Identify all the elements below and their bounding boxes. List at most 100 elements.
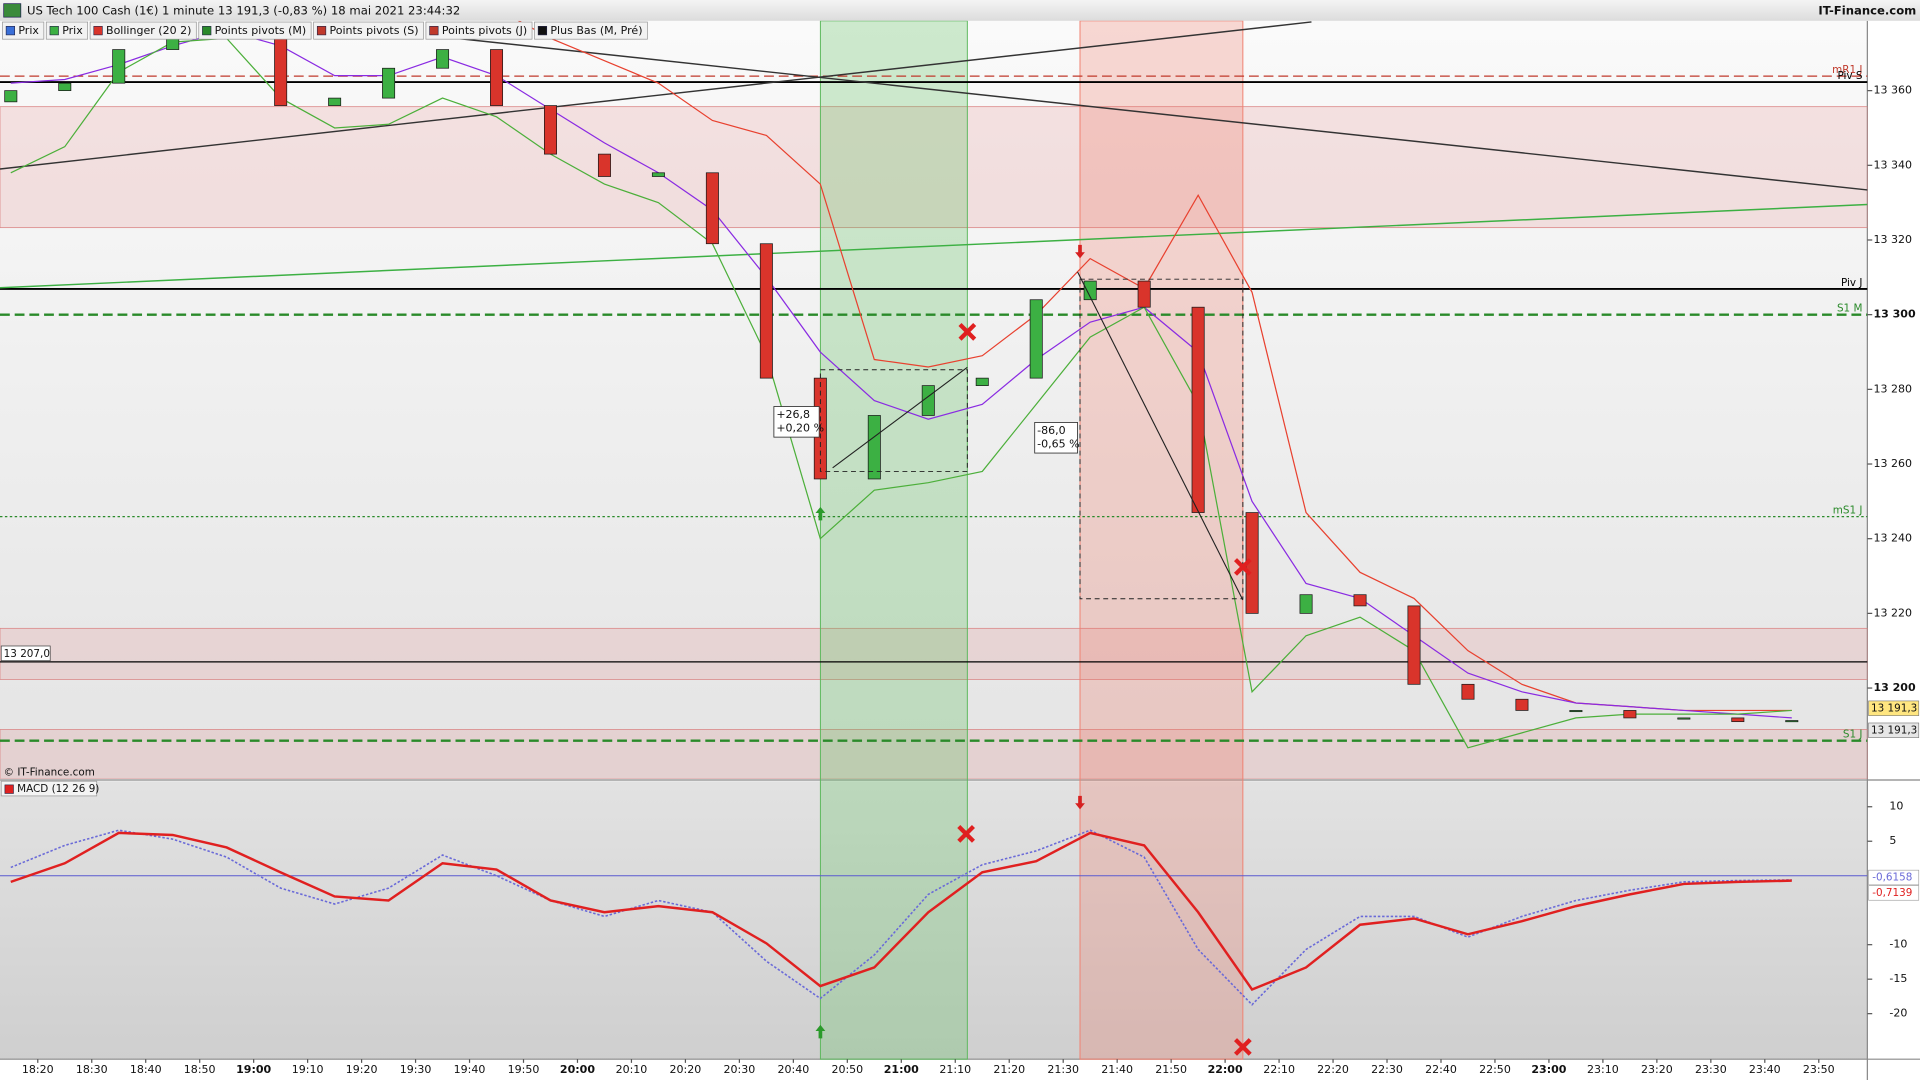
- toolbar-label: Prix: [18, 24, 39, 37]
- x-tick-label: 18:50: [184, 1063, 216, 1076]
- exit-cross: [958, 322, 977, 341]
- toolbar-label: Prix: [62, 24, 83, 37]
- toolbar-icon: [429, 26, 439, 36]
- measure-line: [1077, 271, 1244, 601]
- toolbar-label: Points pivots (M): [215, 24, 307, 37]
- macd-label: -0,6158: [1872, 872, 1912, 884]
- trendline: [0, 21, 1312, 170]
- y-tick-label: 13 240: [1873, 532, 1912, 545]
- candle: [1569, 710, 1583, 713]
- x-tick-label: 19:00: [236, 1063, 271, 1076]
- measure-box: [819, 369, 968, 472]
- candle: [759, 243, 773, 379]
- bollinger-line: [10, 37, 1792, 749]
- candle: [4, 90, 18, 103]
- x-tick-label: 19:30: [400, 1063, 432, 1076]
- buy-arrow: [815, 506, 826, 521]
- macd-panel: [0, 781, 1868, 1060]
- price-label-box: [1868, 700, 1920, 716]
- y-tick-label: -15: [1889, 972, 1907, 985]
- toolbar-button[interactable]: Points pivots (J): [425, 21, 533, 40]
- chart-title: US Tech 100 Cash (1€) 1 minute 13 191,3 …: [27, 4, 460, 18]
- candle: [382, 67, 396, 99]
- toolbar-button[interactable]: Points pivots (S): [313, 21, 424, 40]
- macd-label-box: [1868, 885, 1920, 901]
- candle: [328, 97, 342, 106]
- price-label-box: [1868, 722, 1920, 738]
- x-tick-label: 18:30: [76, 1063, 108, 1076]
- x-tick-label: 21:50: [1155, 1063, 1187, 1076]
- toolbar-label: Points pivots (S): [330, 24, 419, 37]
- toolbar-icon: [5, 26, 15, 36]
- x-tick-label: 23:50: [1803, 1063, 1835, 1076]
- toolbar-button-frame[interactable]: [198, 21, 312, 40]
- candle: [1137, 280, 1151, 308]
- toolbar-button-frame[interactable]: [89, 21, 197, 40]
- candle: [436, 49, 450, 69]
- x-tick-label: 22:30: [1371, 1063, 1403, 1076]
- x-tick-label: 20:00: [560, 1063, 595, 1076]
- toolbar-button-frame[interactable]: [313, 21, 424, 40]
- candle: [651, 172, 665, 177]
- trendline: [0, 203, 1868, 289]
- x-tick-label: 21:40: [1101, 1063, 1133, 1076]
- x-tick-label: 18:40: [130, 1063, 162, 1076]
- macd-legend-icon: [4, 784, 14, 794]
- x-tick-label: 21:10: [939, 1063, 971, 1076]
- measure-percent: +0,20 %: [776, 422, 824, 435]
- x-tick-label: 22:50: [1479, 1063, 1511, 1076]
- x-tick-label: 23:40: [1749, 1063, 1781, 1076]
- toolbar-button-frame[interactable]: [425, 21, 533, 40]
- y-tick-label: 5: [1889, 834, 1896, 847]
- exit-cross: [1233, 558, 1252, 576]
- toolbar-button-frame[interactable]: [534, 21, 648, 40]
- title-bar: [0, 0, 1920, 21]
- candle: [1515, 698, 1529, 711]
- y-tick-label: 13 200: [1873, 681, 1915, 694]
- x-tick-label: 20:20: [670, 1063, 702, 1076]
- level-label-box: [0, 645, 51, 662]
- x-tick-label: 20:30: [724, 1063, 756, 1076]
- watermark: © IT-Finance.com: [4, 767, 95, 779]
- toolbar-icon: [49, 26, 59, 36]
- x-tick-label: 23:30: [1695, 1063, 1727, 1076]
- toolbar-button[interactable]: Points pivots (M): [198, 21, 312, 40]
- measure-line: [832, 366, 968, 469]
- y-tick-label: 13 320: [1873, 233, 1912, 246]
- x-tick-label: 20:50: [831, 1063, 863, 1076]
- toolbar-icon: [537, 26, 548, 36]
- candle: [867, 415, 881, 480]
- sell-arrow: [1075, 244, 1085, 259]
- measure-label-box: [1034, 422, 1078, 454]
- candle: [58, 82, 72, 92]
- toolbar-icon: [202, 26, 212, 36]
- x-tick-label: 22:00: [1208, 1063, 1243, 1076]
- price-band: [0, 627, 1868, 680]
- app-icon: [3, 3, 22, 18]
- toolbar-button[interactable]: Plus Bas (M, Pré): [534, 21, 648, 40]
- x-tick-label: 21:20: [993, 1063, 1025, 1076]
- y-tick-label: 13 340: [1873, 158, 1912, 171]
- price-band: [0, 106, 1868, 229]
- toolbar-button[interactable]: Prix: [45, 21, 89, 40]
- candle: [543, 105, 557, 155]
- x-tick-label: 23:20: [1641, 1063, 1673, 1076]
- toolbar-button[interactable]: Bollinger (20 2): [89, 21, 197, 40]
- x-tick-label: 22:10: [1263, 1063, 1295, 1076]
- measure-points: -86,0: [1037, 424, 1066, 437]
- candle: [597, 153, 611, 177]
- x-tick-label: 20:10: [616, 1063, 648, 1076]
- toolbar-label: Bollinger (20 2): [106, 24, 191, 37]
- toolbar-button[interactable]: Prix: [2, 21, 45, 40]
- candle: [921, 385, 935, 416]
- x-tick-label: 19:10: [292, 1063, 324, 1076]
- toolbar-label: Plus Bas (M, Pré): [550, 24, 642, 37]
- x-tick-label: 18:20: [22, 1063, 54, 1076]
- measure-points: +26,8: [776, 408, 810, 421]
- measure-label-box: [773, 406, 820, 438]
- bollinger-line: [517, 20, 1792, 712]
- macd-label: -0,7139: [1872, 887, 1912, 899]
- candle: [1299, 594, 1313, 614]
